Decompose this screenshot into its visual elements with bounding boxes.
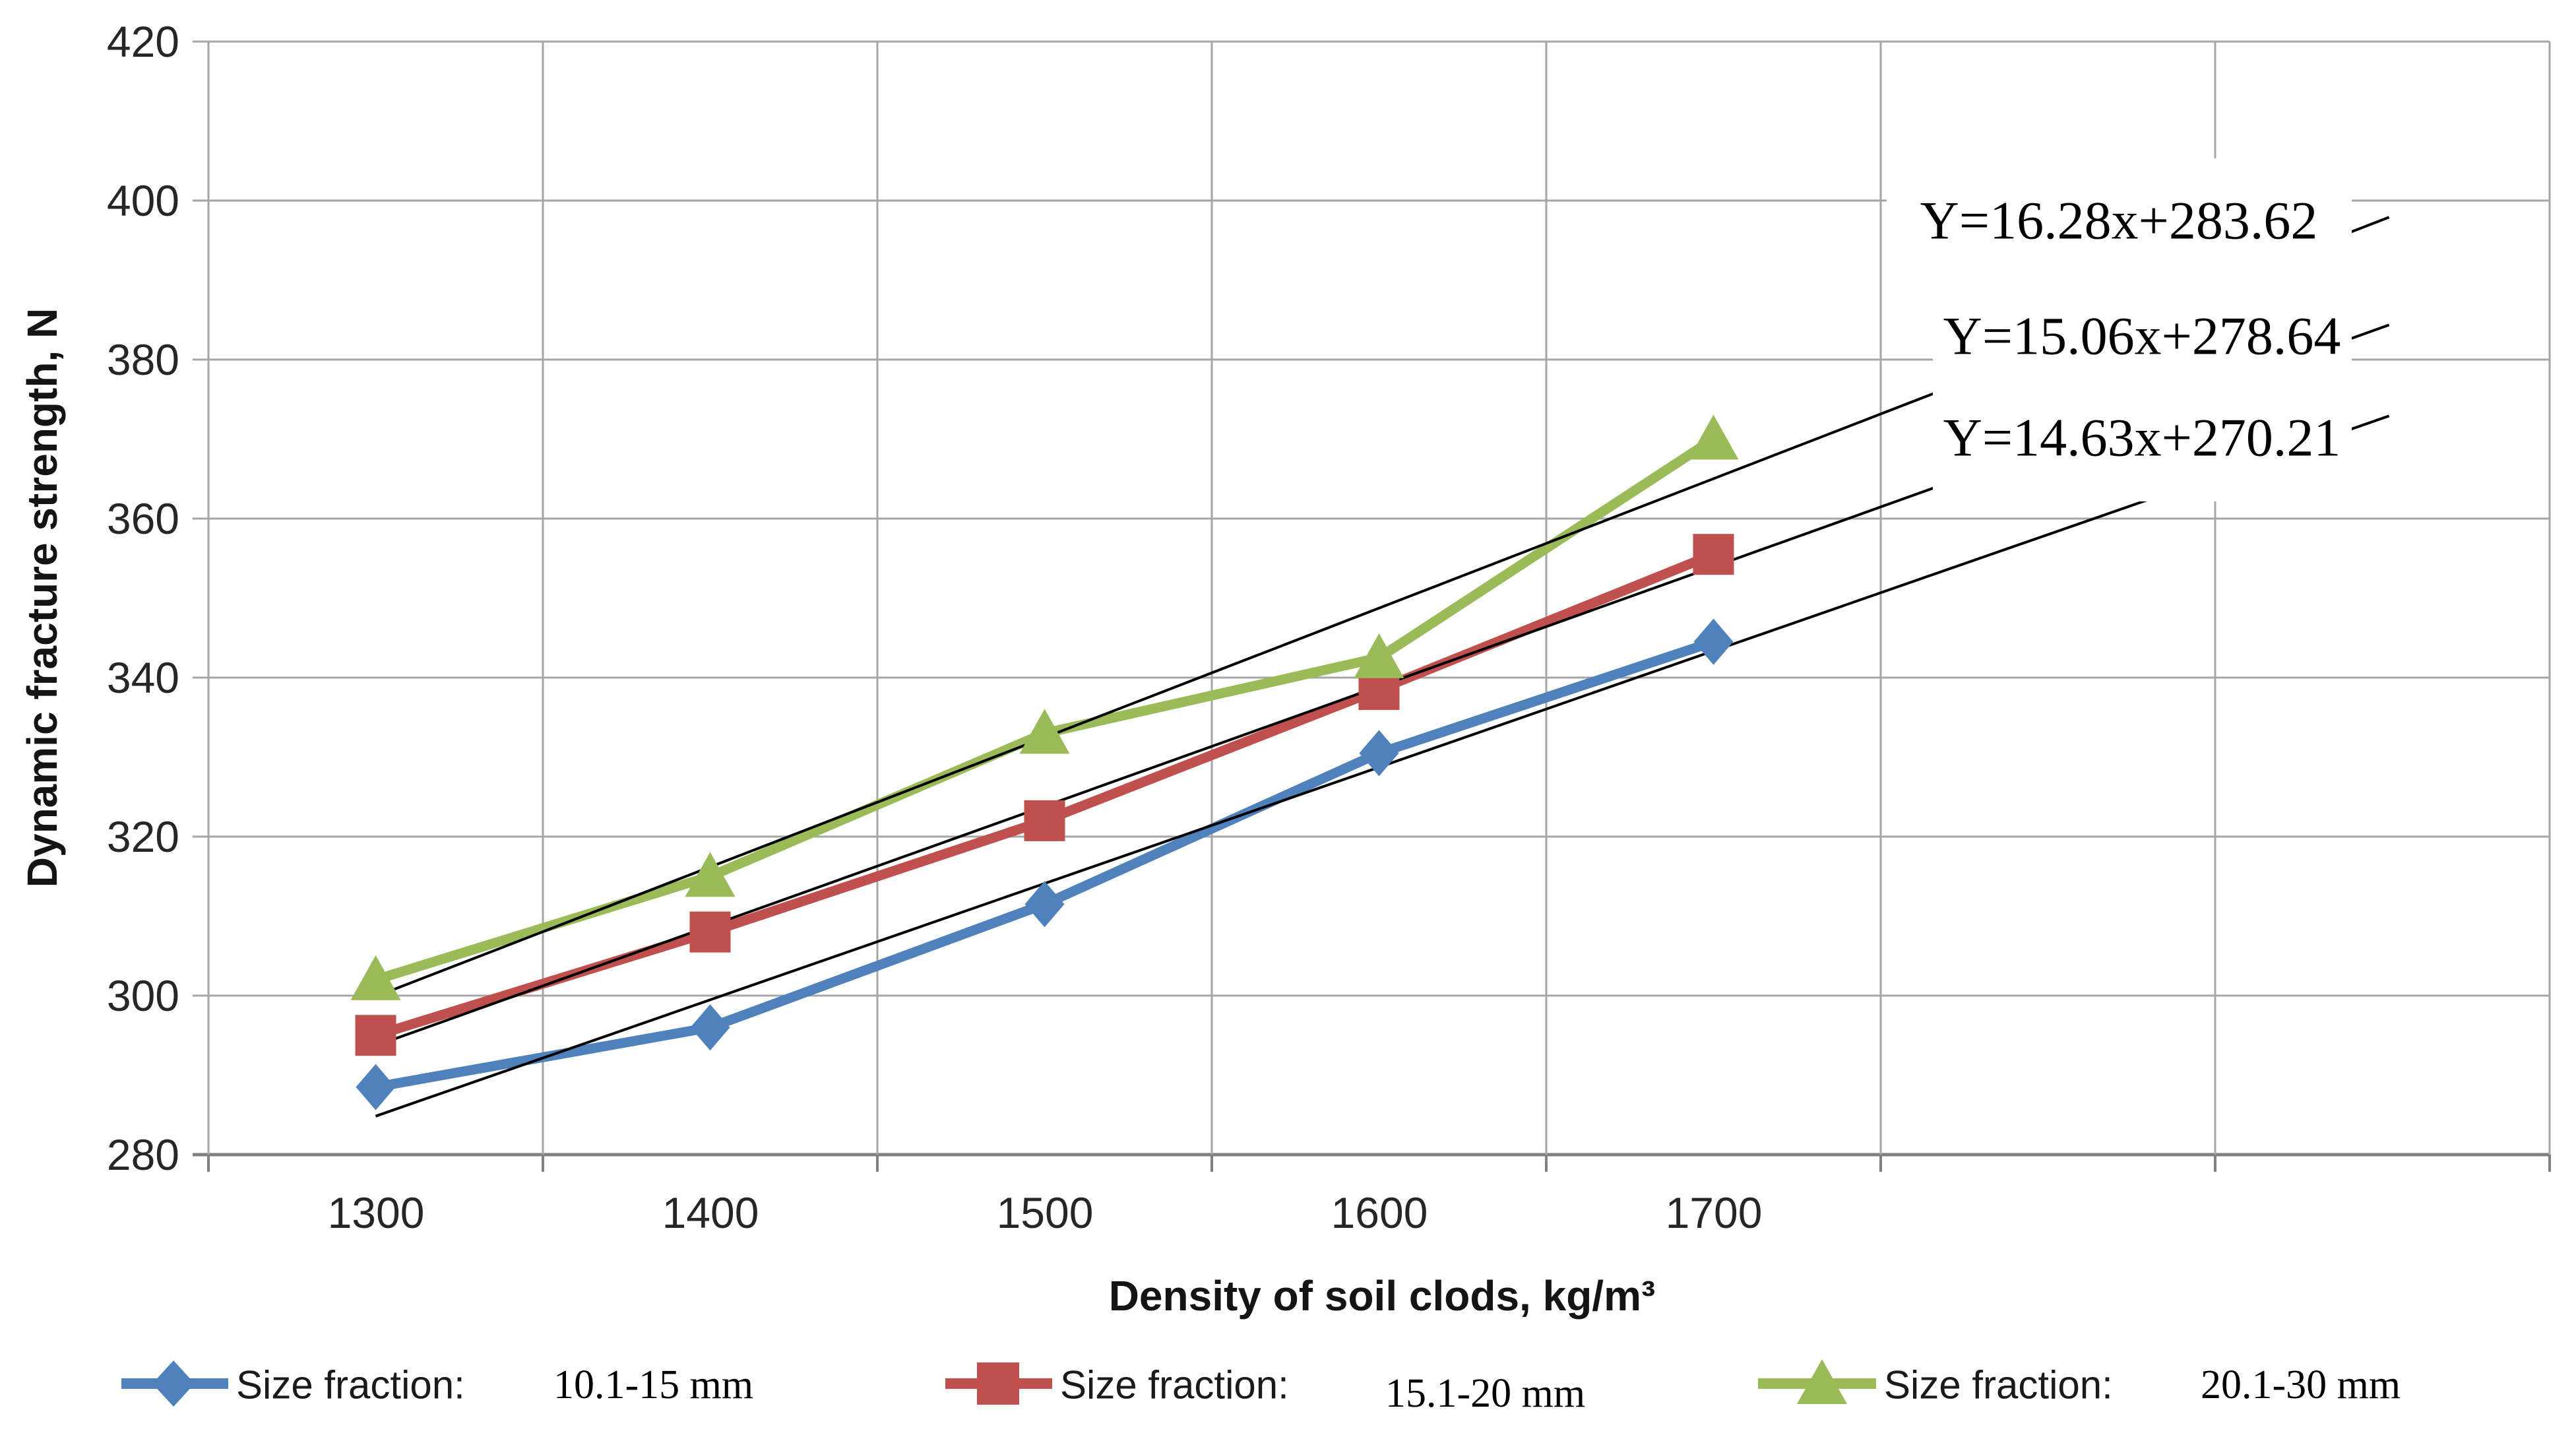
x-tick-1500: 1500 [997, 1188, 1094, 1237]
legend-square-icon [977, 1362, 1019, 1405]
legend-size-value: 20.1-30 mm [2201, 1362, 2401, 1407]
legend-label: Size fraction: [1884, 1363, 2113, 1407]
x-axis-title: Density of soil clods, kg/m³ [1109, 1272, 1656, 1320]
trend-equation-3: Y=14.63x+270.21 [1943, 408, 2341, 468]
legend: Size fraction: 10.1-15 mm Size fraction:… [121, 1359, 2401, 1416]
y-tick-300: 300 [107, 971, 179, 1020]
trend-equation-2: Y=15.06x+278.64 [1943, 306, 2341, 366]
legend-triangle-icon [1797, 1359, 1847, 1404]
x-tick-1600: 1600 [1331, 1188, 1428, 1237]
x-tick-1700: 1700 [1666, 1188, 1763, 1237]
y-tick-360: 360 [107, 494, 179, 543]
y-tick-420: 420 [107, 17, 179, 66]
trend-equation-1: Y=16.28x+283.62 [1920, 191, 2318, 251]
y-axis-title: Dynamic fracture strength, N [18, 308, 66, 887]
x-tick-1300: 1300 [328, 1188, 425, 1237]
legend-item-size-15-20: Size fraction: 15.1-20 mm [945, 1362, 1585, 1416]
legend-size-value: 15.1-20 mm [1385, 1371, 1585, 1416]
y-tick-320: 320 [107, 812, 179, 861]
legend-label: Size fraction: [236, 1363, 465, 1407]
legend-item-size-10-15: Size fraction: 10.1-15 mm [121, 1360, 753, 1407]
y-tick-400: 400 [107, 176, 179, 225]
legend-size-value: 10.1-15 mm [553, 1362, 753, 1407]
x-axis-tick-labels: 1300 1400 1500 1600 1700 [328, 1188, 1763, 1237]
trendline-equations: Y=16.28x+283.62 Y=15.06x+278.64 Y=14.63x… [1920, 191, 2341, 468]
legend-item-size-20-30: Size fraction: 20.1-30 mm [1758, 1359, 2401, 1407]
y-tick-280: 280 [107, 1130, 179, 1179]
y-tick-380: 380 [107, 335, 179, 384]
y-axis-tick-labels: 420 400 380 360 340 320 300 280 [107, 17, 179, 1179]
legend-label: Size fraction: [1060, 1363, 1289, 1407]
legend-diamond-icon [152, 1360, 195, 1407]
y-tick-340: 340 [107, 653, 179, 702]
plot-geometry [193, 40, 2551, 1172]
x-tick-1400: 1400 [662, 1188, 759, 1237]
